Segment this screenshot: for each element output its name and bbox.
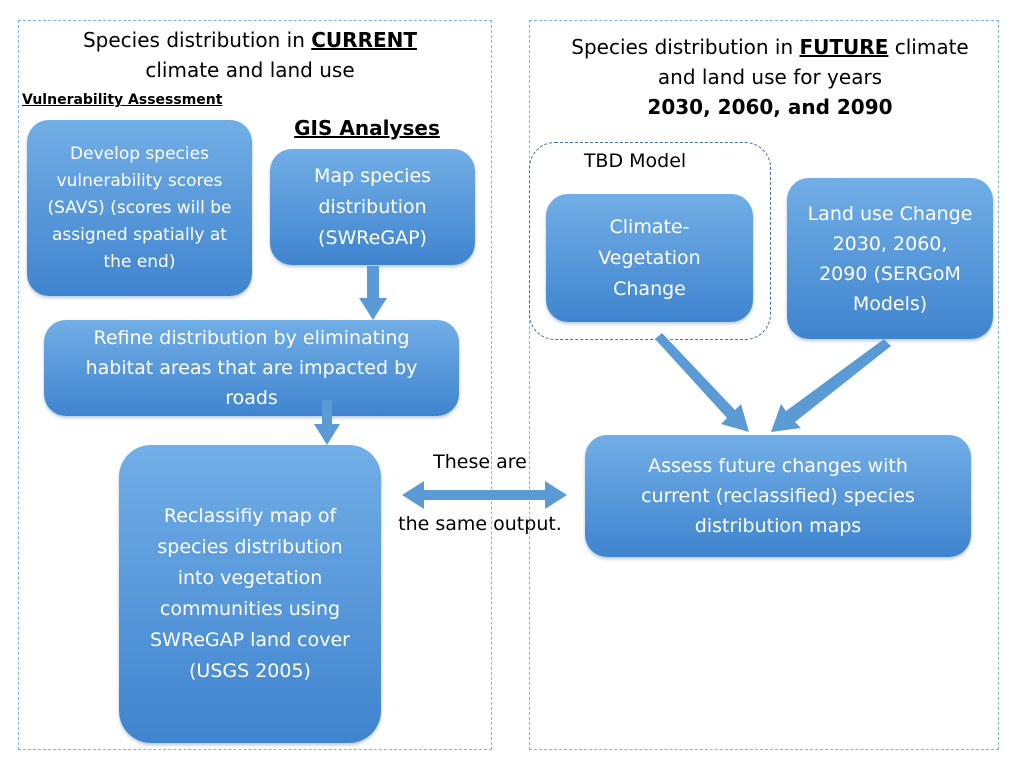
refine-distribution-box: Refine distribution by eliminating habit… — [44, 320, 459, 416]
vulnerability-box: Develop species vulnerability scores (SA… — [27, 120, 252, 296]
future-title-prefix: Species distribution in — [571, 35, 800, 59]
current-panel-title: Species distribution in CURRENT climate … — [40, 25, 460, 85]
current-panel — [18, 20, 492, 750]
land-use-box: Land use Change 2030, 2060, 2090 (SERGoM… — [787, 178, 993, 339]
climate-vegetation-text: Climate-Vegetation Change — [598, 215, 701, 300]
reclassify-box: Reclassifiy map of species distribution … — [119, 445, 381, 743]
future-panel — [529, 20, 999, 750]
map-distribution-box: Map species distribution (SWReGAP) — [270, 149, 475, 265]
current-title-suffix: climate and land use — [145, 58, 355, 82]
reclassify-text: Reclassifiy map of species distribution … — [150, 505, 350, 682]
land-use-text: Land use Change 2030, 2060, 2090 (SERGoM… — [807, 202, 973, 315]
future-title-keyword: FUTURE — [799, 35, 889, 59]
assess-changes-text: Assess future changes with current (recl… — [641, 455, 915, 537]
future-title-suffix: climate — [888, 35, 969, 59]
tbd-model-group — [529, 142, 771, 340]
future-panel-title: Species distribution in FUTURE climate a… — [555, 32, 985, 122]
refine-distribution-text: Refine distribution by eliminating habit… — [85, 327, 418, 409]
climate-vegetation-box: Climate-Vegetation Change — [546, 194, 753, 322]
future-title-years: 2030, 2060, and 2090 — [647, 95, 893, 119]
current-title-prefix: Species distribution in — [82, 28, 312, 52]
gis-heading: GIS Analyses — [294, 116, 440, 140]
map-distribution-text: Map species distribution (SWReGAP) — [313, 164, 432, 249]
vulnerability-heading: Vulnerability Assessment — [22, 92, 223, 108]
assess-changes-box: Assess future changes with current (recl… — [585, 435, 971, 557]
current-title-keyword: CURRENT — [311, 28, 418, 52]
same-output-label-line2: the same output. — [398, 513, 562, 535]
future-title-line2: and land use for years — [657, 65, 883, 89]
same-output-label-line1: These are — [433, 451, 527, 473]
vulnerability-box-text: Develop species vulnerability scores (SA… — [47, 143, 232, 272]
tbd-model-label: TBD Model — [583, 150, 687, 172]
